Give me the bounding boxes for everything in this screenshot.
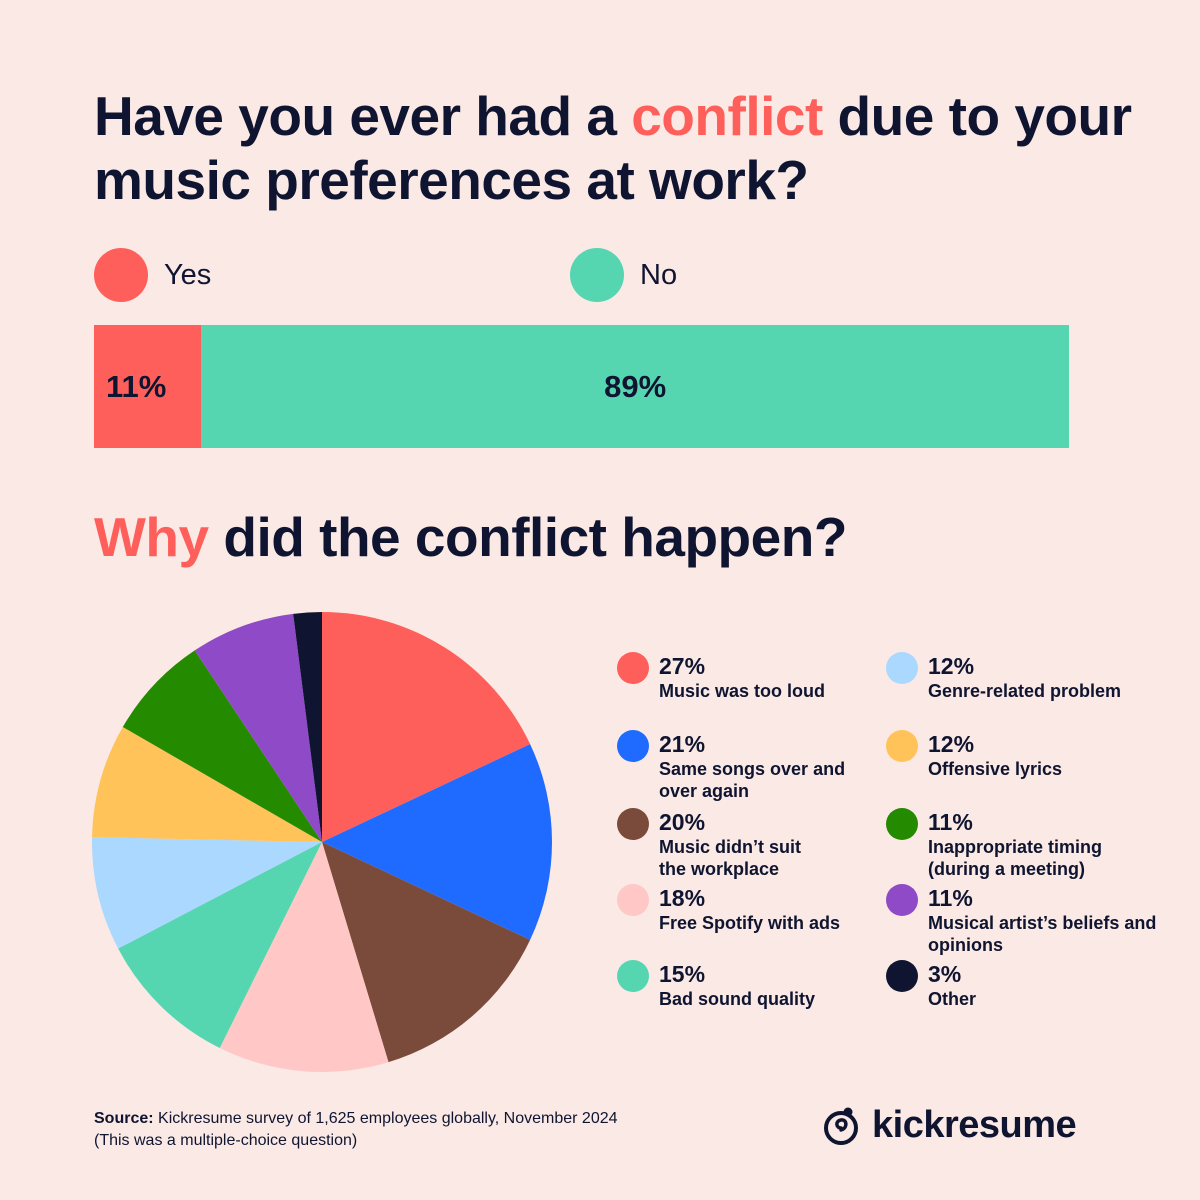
legend-value: 12%: [928, 731, 975, 757]
section-heading-accent: Why: [94, 506, 209, 568]
pie-slice-2: [322, 744, 552, 940]
legend-label: Other: [928, 989, 977, 1009]
title-accent: conflict: [631, 85, 823, 147]
legend-item-3: 20% Music didn’t suit the workplace: [617, 808, 819, 880]
legend-item-10: 3% Other: [886, 960, 976, 1010]
legend-swatch: [617, 652, 649, 684]
legend-label: Genre-related problem: [928, 681, 1122, 701]
legend-yes-swatch: [94, 248, 148, 302]
legend-item-5: 15% Bad sound quality: [617, 960, 815, 1010]
legend-label: Music didn’t suit the workplace: [659, 837, 801, 879]
legend-item-1: 27% Music was too loud: [617, 652, 825, 702]
legend-label: Same songs over and over again: [659, 759, 846, 801]
pie-slice-8: [122, 650, 323, 842]
legend-value: 20%: [659, 809, 706, 835]
legend-swatch: [617, 960, 649, 992]
source-text: Kickresume survey of 1,625 employees glo…: [153, 1110, 618, 1127]
bar-label-no: 89%: [604, 368, 667, 404]
legend-label: Free Spotify with ads: [659, 913, 841, 933]
legend-swatch: [886, 960, 918, 992]
legend-no-swatch: [570, 248, 624, 302]
bar-segment-yes: 11%: [94, 325, 202, 448]
section-heading-text: did the conflict happen?: [208, 506, 847, 568]
legend-item-2: 21% Same songs over and over again: [617, 730, 859, 802]
legend-item-6: 12% Genre-related problem: [886, 652, 1121, 702]
legend-value: 18%: [659, 885, 706, 911]
legend-label: Offensive lyrics: [928, 759, 1063, 779]
legend-value: 11%: [928, 885, 973, 911]
legend-value: 3%: [928, 961, 962, 987]
pie-slice-4: [219, 842, 389, 1072]
pie-slice-7: [92, 727, 322, 842]
pie-slice-9: [194, 613, 322, 842]
legend-swatch: [886, 652, 918, 684]
kickresume-logo-icon: [824, 1107, 858, 1145]
legend-swatch: [617, 808, 649, 840]
legend-value: 12%: [928, 653, 975, 679]
legend-label: Musical artist’s beliefs and opinions: [928, 913, 1157, 955]
brand-logo: kickresume: [820, 1104, 1077, 1147]
legend-item-7: 12% Offensive lyrics: [886, 730, 1062, 780]
source-footnote: (This was a multiple-choice question): [94, 1132, 358, 1149]
legend-yes-label: Yes: [164, 258, 212, 291]
reasons-pie-chart: [92, 612, 552, 1072]
legend-no-label: No: [640, 258, 678, 291]
source-label: Source:: [94, 1110, 154, 1127]
bar-label-yes: 11%: [106, 368, 167, 404]
yes-no-stacked-bar: 11% 89%: [94, 325, 1069, 448]
pie-slice-3: [322, 842, 531, 1063]
legend-no: No: [570, 248, 677, 302]
section-heading: Why did the conflict happen?: [94, 502, 847, 572]
bar-segment-no: 89%: [201, 325, 1069, 448]
legend-label: Inappropriate timing (during a meeting): [928, 837, 1103, 879]
legend-swatch: [617, 884, 649, 916]
pie-slice-10: [293, 612, 322, 842]
pie-slice-1: [322, 612, 531, 842]
legend-label: Music was too loud: [659, 681, 826, 701]
pie-slice-6: [92, 837, 322, 949]
legend-label: Bad sound quality: [659, 989, 816, 1009]
legend-item-8: 11% Inappropriate timing (during a meetin…: [886, 808, 1128, 880]
legend-item-9: 11% Musical artist’s beliefs and opinions: [886, 884, 1178, 956]
page-title: Have you ever had a conflict due to your…: [94, 84, 1134, 212]
legend-swatch: [617, 730, 649, 762]
brand-name: kickresume: [872, 1104, 1077, 1146]
legend-value: 15%: [659, 961, 706, 987]
legend-yes: Yes: [94, 248, 211, 302]
legend-value: 27%: [659, 653, 706, 679]
source-note: Source: Kickresume survey of 1,625 emplo…: [94, 1108, 618, 1152]
title-text-1: Have you ever had a: [94, 85, 632, 147]
legend-swatch: [886, 730, 918, 762]
legend-item-4: 18% Free Spotify with ads: [617, 884, 840, 934]
legend-value: 21%: [659, 731, 706, 757]
pie-slice-5: [118, 842, 322, 1049]
title-text-2: due to your music preferences at work?: [94, 85, 1132, 211]
legend-value: 11%: [928, 809, 973, 835]
legend-swatch: [886, 884, 918, 916]
legend-swatch: [886, 808, 918, 840]
